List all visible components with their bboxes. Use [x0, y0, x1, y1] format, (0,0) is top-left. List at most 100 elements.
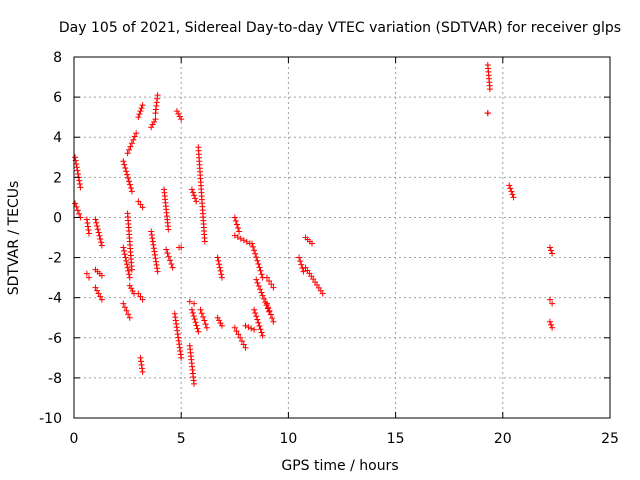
data-point — [263, 300, 270, 307]
data-point — [216, 261, 223, 268]
x-tick-label: 15 — [387, 431, 405, 447]
data-point — [231, 214, 238, 221]
data-point — [194, 325, 201, 332]
data-point — [175, 110, 182, 117]
data-point — [232, 217, 239, 224]
x-tick-label: 5 — [177, 431, 186, 447]
data-point — [123, 257, 130, 264]
data-point — [308, 240, 315, 247]
data-point — [77, 184, 84, 191]
data-point — [188, 186, 195, 193]
data-point — [216, 264, 223, 271]
data-point — [486, 86, 493, 93]
data-point — [98, 272, 105, 279]
data-point — [186, 298, 193, 305]
data-point — [188, 306, 195, 313]
data-point — [139, 296, 146, 303]
data-point — [231, 232, 238, 239]
data-point — [173, 108, 180, 115]
data-point — [94, 287, 101, 294]
data-point — [231, 324, 238, 331]
data-point — [92, 284, 99, 291]
data-point — [120, 158, 127, 165]
data-point — [484, 110, 491, 117]
data-point — [136, 111, 143, 118]
y-tick-label: 8 — [53, 50, 62, 66]
data-point — [93, 219, 100, 226]
data-point — [83, 216, 90, 223]
data-point — [131, 133, 138, 140]
data-point — [124, 264, 131, 271]
data-point — [296, 254, 303, 261]
data-point — [254, 257, 261, 264]
data-point — [98, 296, 105, 303]
data-point — [256, 264, 263, 271]
data-point — [135, 198, 142, 205]
data-point — [252, 309, 259, 316]
data-point — [266, 277, 273, 284]
data-point — [128, 266, 135, 273]
data-point — [253, 276, 260, 283]
data-point — [139, 368, 146, 375]
data-point — [98, 242, 105, 249]
data-point — [197, 306, 204, 313]
data-point — [248, 325, 255, 332]
data-point — [319, 290, 326, 297]
data-point — [240, 237, 247, 244]
data-point — [128, 140, 135, 147]
data-point — [169, 264, 176, 271]
data-point — [252, 250, 259, 257]
data-point — [258, 289, 265, 296]
data-point — [74, 167, 81, 174]
x-tick-label: 25 — [601, 431, 619, 447]
data-point — [256, 322, 263, 329]
x-tick-label: 0 — [70, 431, 79, 447]
y-tick-label: -6 — [48, 331, 62, 347]
data-point — [178, 116, 185, 123]
data-point — [257, 286, 264, 293]
data-point — [120, 300, 127, 307]
data-point — [203, 324, 210, 331]
data-point — [149, 235, 156, 242]
data-point — [86, 274, 93, 281]
data-point — [178, 354, 185, 361]
data-point — [250, 243, 257, 250]
data-point — [128, 188, 135, 195]
y-tick-label: 2 — [53, 170, 62, 186]
data-point — [96, 232, 103, 239]
plot-frame — [73, 56, 611, 419]
data-point — [198, 310, 205, 317]
data-point — [546, 244, 553, 251]
data-point — [269, 315, 276, 322]
data-point — [218, 322, 225, 329]
data-point — [92, 216, 99, 223]
data-point — [201, 317, 208, 324]
data-point — [300, 268, 307, 275]
data-point — [163, 246, 170, 253]
data-point — [267, 311, 274, 318]
data-point — [76, 210, 83, 217]
data-point — [238, 338, 245, 345]
data-point — [75, 170, 82, 177]
data-point — [139, 204, 146, 211]
data-point — [237, 235, 244, 242]
data-point — [253, 254, 260, 261]
y-tick-label: -10 — [39, 411, 62, 427]
data-point — [138, 361, 145, 368]
data-point — [191, 316, 198, 323]
data-point — [138, 105, 145, 112]
data-point — [126, 282, 133, 289]
data-point — [195, 328, 202, 335]
data-point — [235, 224, 242, 231]
data-point — [549, 324, 556, 331]
data-point — [121, 251, 128, 258]
data-point — [73, 164, 80, 171]
data-point — [190, 313, 197, 320]
data-point — [138, 358, 144, 365]
data-point — [260, 295, 267, 302]
data-point — [123, 168, 130, 175]
data-point — [257, 326, 264, 333]
data-point — [72, 154, 79, 161]
x-tick-label: 20 — [494, 431, 512, 447]
chart-title: Day 105 of 2021, Sidereal Day-to-day VTE… — [59, 20, 621, 36]
